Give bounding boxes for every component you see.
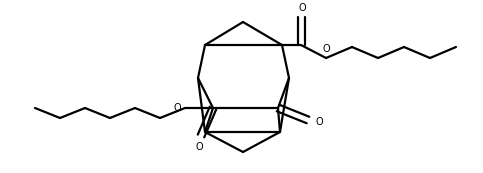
Text: O: O	[322, 44, 330, 54]
Text: O: O	[173, 103, 181, 113]
Text: O: O	[298, 3, 306, 13]
Text: O: O	[195, 142, 203, 152]
Text: O: O	[316, 117, 324, 127]
